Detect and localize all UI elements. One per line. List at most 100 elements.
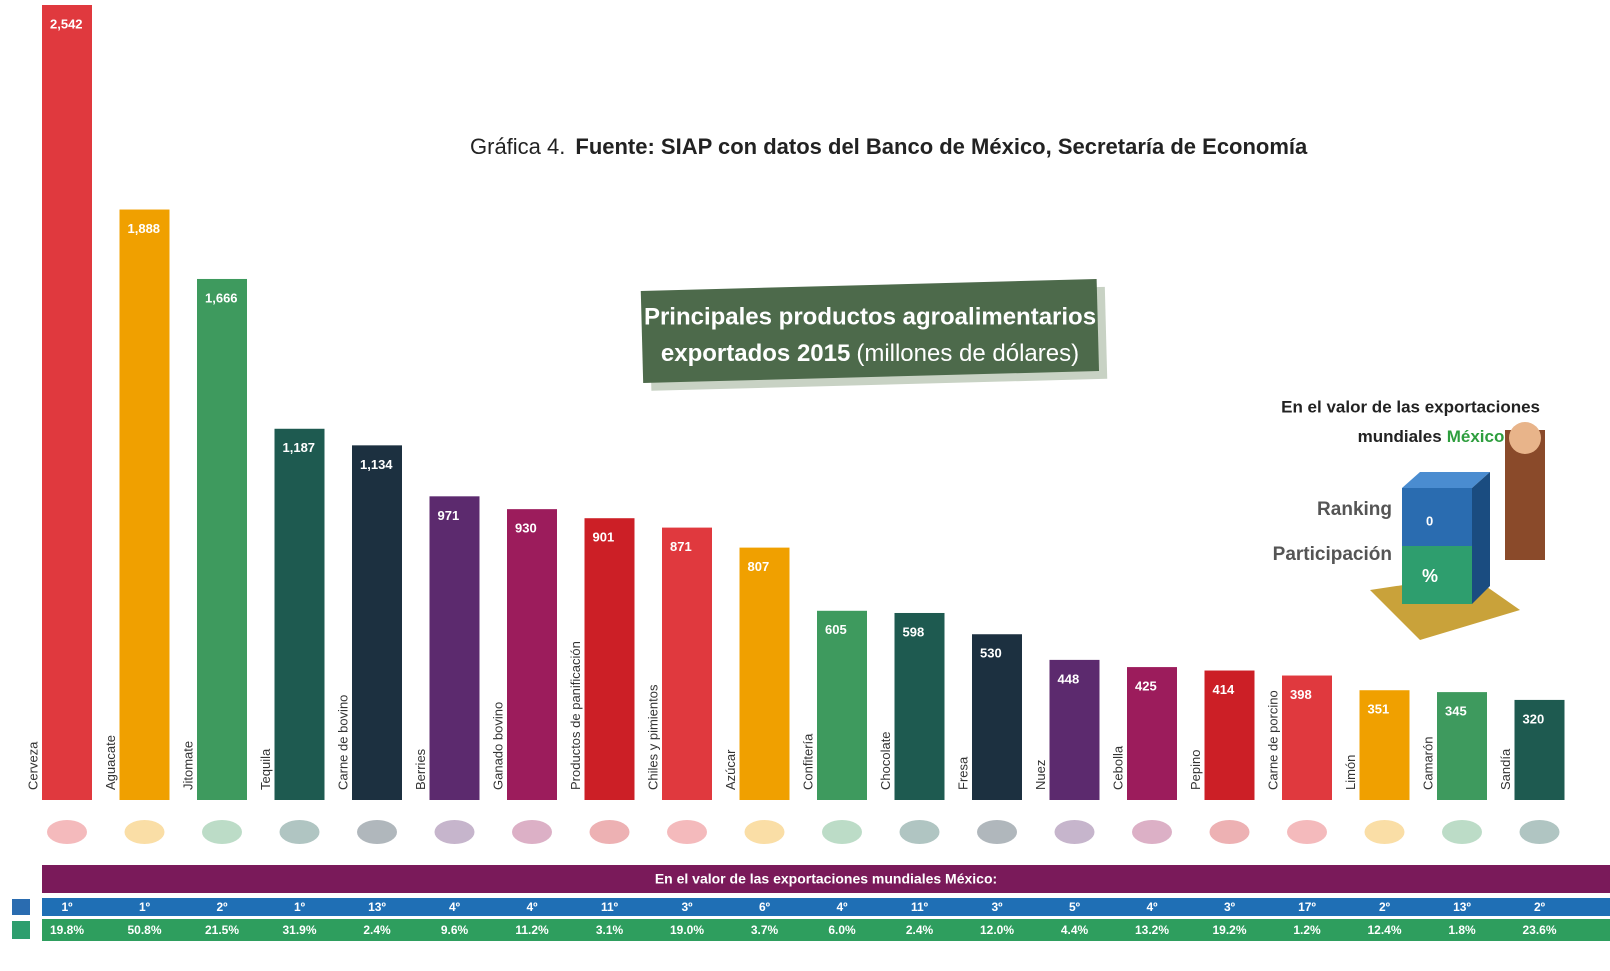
- participacion: 4.4%: [1061, 923, 1089, 937]
- product-icon: [279, 820, 320, 844]
- bar: [1049, 659, 1100, 800]
- product-icon: [357, 820, 397, 844]
- value-label: 598: [903, 624, 925, 639]
- ranking: 4º: [1146, 900, 1158, 914]
- category-label: Carne de bovino: [335, 695, 350, 790]
- ranking: 13º: [368, 900, 386, 914]
- ranking: 3º: [681, 900, 693, 914]
- legend-text: En el valor de las exportaciones: [1281, 397, 1540, 416]
- participacion: 2.4%: [363, 923, 391, 937]
- category-label: Carne de porcino: [1265, 690, 1280, 790]
- participacion: 9.6%: [441, 923, 469, 937]
- participacion-row: [42, 919, 1610, 941]
- value-label: 807: [748, 559, 770, 574]
- legend-highlight: México:: [1447, 427, 1510, 446]
- product-icon: [1209, 820, 1250, 844]
- ranking: 2º: [1379, 900, 1391, 914]
- participacion: 1.2%: [1293, 923, 1321, 937]
- category-label: Camarón: [1420, 737, 1435, 790]
- value-label: 605: [825, 622, 847, 637]
- category-label: Chocolate: [878, 731, 893, 790]
- participacion: 3.7%: [751, 923, 779, 937]
- legend-symbol: %: [1422, 566, 1438, 586]
- category-label: Pepino: [1188, 750, 1203, 790]
- bar: [972, 634, 1022, 800]
- ranking: 2º: [216, 900, 228, 914]
- participacion: 31.9%: [282, 923, 316, 937]
- value-label: 530: [980, 646, 1002, 661]
- category-label: Chiles y pimientos: [645, 684, 660, 790]
- value-label: 2,542: [50, 16, 83, 31]
- bar: [507, 509, 557, 800]
- bar: [817, 610, 867, 800]
- ranking: 4º: [449, 900, 461, 914]
- value-label: 398: [1290, 687, 1312, 702]
- bar: [894, 612, 945, 800]
- value-label: 901: [593, 530, 615, 545]
- category-label: Confitería: [800, 733, 815, 790]
- bar: [352, 445, 402, 800]
- value-label: 414: [1213, 682, 1235, 697]
- legend-symbol: 0: [1426, 513, 1433, 528]
- value-label: 425: [1135, 679, 1157, 694]
- ranking: 6º: [759, 900, 771, 914]
- category-label: Fresa: [955, 756, 970, 790]
- value-label: 930: [515, 521, 537, 536]
- ranking: 3º: [1224, 900, 1236, 914]
- cube-side: [1472, 472, 1490, 604]
- bar: [1437, 692, 1487, 800]
- caption-source: Fuente: SIAP con datos del Banco de Méxi…: [575, 134, 1308, 159]
- legend-text: mundiales México:: [1358, 427, 1510, 446]
- ranking: 11º: [601, 900, 619, 914]
- product-icon: [1364, 820, 1405, 844]
- ranking: 2º: [1534, 900, 1546, 914]
- participacion: 21.5%: [205, 923, 239, 937]
- participacion: 50.8%: [127, 923, 161, 937]
- legend-cube-participacion: [1402, 546, 1472, 604]
- value-label: 1,134: [360, 457, 393, 472]
- product-icon: [1054, 820, 1095, 844]
- chart-subtitle: exportados 2015 (millones de dólares): [661, 340, 1079, 367]
- category-label: Cebolla: [1110, 745, 1125, 790]
- bar: [1127, 667, 1177, 800]
- value-label: 351: [1368, 702, 1390, 717]
- product-icon: [47, 820, 87, 844]
- legend-ranking: Ranking: [1317, 499, 1392, 520]
- title-panel: [640, 279, 1100, 383]
- participacion: 12.4%: [1367, 923, 1401, 937]
- product-icon: [589, 820, 630, 844]
- value-label: 345: [1445, 704, 1467, 719]
- title-line2: exportados 2015: [661, 340, 850, 367]
- chart-title: Principales productos agroalimentarios: [644, 303, 1096, 330]
- participacion: 19.0%: [670, 923, 704, 937]
- bar: [274, 428, 325, 800]
- category-label: Azúcar: [723, 749, 738, 790]
- ranking: 17º: [1298, 900, 1316, 914]
- participacion: 13.2%: [1135, 923, 1169, 937]
- category-label: Berries: [413, 748, 428, 790]
- ranking: 1º: [61, 900, 73, 914]
- product-icon: [1132, 820, 1172, 844]
- category-label: Productos de panificación: [568, 641, 583, 790]
- product-icon: [512, 820, 552, 844]
- bar: [197, 278, 247, 800]
- title-box: [640, 279, 1108, 391]
- cube-top: [1402, 472, 1490, 488]
- value-label: 320: [1523, 711, 1545, 726]
- category-label: Aguacate: [103, 735, 118, 790]
- ranking: 4º: [836, 900, 848, 914]
- value-label: 971: [438, 508, 460, 523]
- value-label: 1,888: [128, 221, 161, 236]
- ranking: 13º: [1453, 900, 1471, 914]
- ranking: 4º: [526, 900, 538, 914]
- legend-line2: mundiales: [1358, 427, 1442, 446]
- ranking: 1º: [294, 900, 306, 914]
- value-label: 871: [670, 539, 692, 554]
- participacion: 11.2%: [515, 923, 549, 937]
- bar: [42, 5, 92, 800]
- value-label: 1,666: [205, 290, 238, 305]
- unit: (millones de dólares): [856, 340, 1079, 367]
- product-icon: [977, 820, 1017, 844]
- category-label: Ganado bovino: [490, 702, 505, 790]
